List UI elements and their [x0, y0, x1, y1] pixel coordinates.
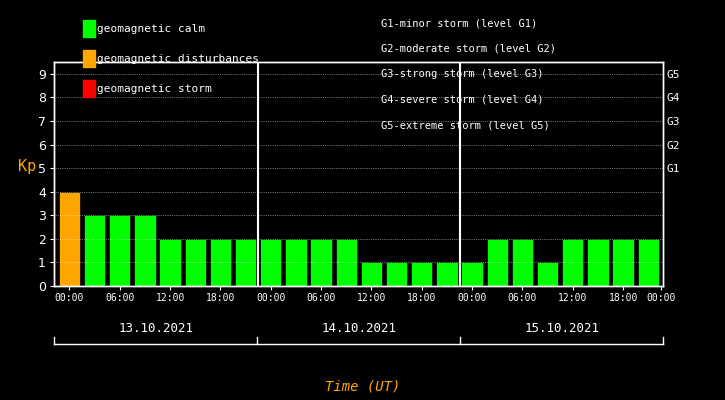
- Bar: [637, 239, 659, 286]
- Bar: [210, 239, 231, 286]
- Y-axis label: Kp: Kp: [18, 159, 36, 174]
- Bar: [411, 262, 433, 286]
- Bar: [613, 239, 634, 286]
- Bar: [134, 215, 156, 286]
- Bar: [84, 215, 105, 286]
- Bar: [285, 239, 307, 286]
- Text: 15.10.2021: 15.10.2021: [524, 322, 600, 335]
- Bar: [436, 262, 457, 286]
- Bar: [260, 239, 281, 286]
- Bar: [235, 239, 257, 286]
- Bar: [537, 262, 558, 286]
- Text: geomagnetic disturbances: geomagnetic disturbances: [97, 54, 259, 64]
- Bar: [160, 239, 181, 286]
- Text: 14.10.2021: 14.10.2021: [321, 322, 397, 335]
- Text: G2-moderate storm (level G2): G2-moderate storm (level G2): [381, 44, 555, 54]
- Text: Time (UT): Time (UT): [325, 380, 400, 394]
- Bar: [185, 239, 206, 286]
- Bar: [461, 262, 483, 286]
- Bar: [109, 215, 130, 286]
- Bar: [562, 239, 584, 286]
- Bar: [512, 239, 533, 286]
- Bar: [587, 239, 609, 286]
- Text: G4-severe storm (level G4): G4-severe storm (level G4): [381, 95, 543, 105]
- Text: G3-strong storm (level G3): G3-strong storm (level G3): [381, 69, 543, 79]
- Text: G1-minor storm (level G1): G1-minor storm (level G1): [381, 18, 537, 28]
- Text: geomagnetic storm: geomagnetic storm: [97, 84, 212, 94]
- Bar: [361, 262, 382, 286]
- Bar: [336, 239, 357, 286]
- Bar: [310, 239, 332, 286]
- Bar: [486, 239, 508, 286]
- Bar: [386, 262, 407, 286]
- Text: 13.10.2021: 13.10.2021: [118, 322, 194, 335]
- Text: G5-extreme storm (level G5): G5-extreme storm (level G5): [381, 120, 550, 130]
- Bar: [59, 192, 80, 286]
- Text: geomagnetic calm: geomagnetic calm: [97, 24, 205, 34]
